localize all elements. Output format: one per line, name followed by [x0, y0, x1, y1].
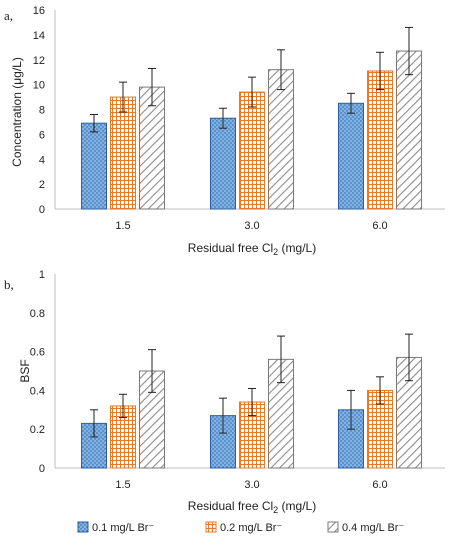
panel-b-x-tick-label: 6.0 [372, 479, 387, 491]
panel-b-bars [81, 333, 422, 469]
panel-a-label: a, [4, 8, 13, 23]
panel-b: b, 0 0.2 0.4 0.6 0.8 1 1.5 3.0 6.0 BSF Residual… [4, 269, 445, 515]
panel-b-x-tick-label: 1.5 [115, 479, 130, 491]
panel-b-y-tick-label: 1 [39, 269, 45, 281]
panel-a-x-axis-title: Residual free Cl2 (mg/L) [188, 241, 316, 257]
panel-a-y-axis-title: Concentration (μg/L) [10, 57, 24, 167]
panel-a-bar-series-3 [396, 50, 422, 210]
panel-b-y-tick-label: 0 [39, 463, 45, 475]
panel-b-y-tick-label: 0.4 [30, 385, 45, 397]
panel-a-y-tick-label: 16 [33, 5, 45, 17]
panel-a-bar-series-2 [239, 91, 265, 210]
panel-a-bar-series-3 [139, 86, 165, 210]
panel-a-y-tick-label: 8 [39, 105, 45, 117]
panel-a-y-tick-label: 14 [33, 30, 45, 42]
panel-a-x-tick-label: 3.0 [244, 220, 259, 232]
legend-swatch-series-2 [205, 521, 217, 533]
legend-label-series-2: 0.2 mg/L Br⁻ [220, 522, 282, 534]
panel-b-x-tick-label: 3.0 [244, 479, 259, 491]
panel-b-y-tick-label: 0.8 [30, 308, 45, 320]
panel-b-x-axis-title: Residual free Cl2 (mg/L) [188, 499, 316, 515]
panel-a-bars [81, 26, 422, 210]
legend-label-series-3: 0.4 mg/L Br⁻ [342, 522, 404, 534]
legend: 0.1 mg/L Br⁻ 0.2 mg/L Br⁻ 0.4 mg/L Br⁻ [77, 521, 404, 534]
panel-a-x-tick-label: 1.5 [115, 220, 130, 232]
panel-a-bar-series-2 [367, 70, 393, 210]
legend-swatch-series-3 [327, 521, 339, 533]
panel-a-y-ticks: 0 2 4 6 8 10 12 14 16 [33, 5, 45, 216]
panel-a-y-tick-label: 4 [39, 154, 45, 166]
panel-a-x-ticks: 1.5 3.0 6.0 [115, 220, 387, 232]
panel-b-y-axis-title: BSF [18, 359, 32, 382]
legend-swatch-series-1 [77, 521, 89, 533]
panel-a-y-tick-label: 2 [39, 179, 45, 191]
legend-label-series-1: 0.1 mg/L Br⁻ [92, 522, 154, 534]
panel-b-y-ticks: 0 0.2 0.4 0.6 0.8 1 [30, 269, 45, 475]
panel-a-bar-series-1 [81, 122, 107, 210]
panel-a-y-tick-label: 6 [39, 129, 45, 141]
panel-b-label: b, [4, 277, 14, 292]
panel-a-x-tick-label: 6.0 [372, 220, 387, 232]
panel-a-bar-series-3 [268, 69, 294, 210]
panel-b-y-tick-label: 0.6 [30, 347, 45, 359]
panel-a-y-tick-label: 12 [33, 55, 45, 67]
panel-a-y-tick-label: 0 [39, 204, 45, 216]
panel-a-y-tick-label: 10 [33, 80, 45, 92]
panel-a: a, 0 2 4 6 8 10 12 14 16 1.5 3.0 6.0 Concentration… [4, 5, 445, 257]
panel-b-x-ticks: 1.5 3.0 6.0 [115, 479, 387, 491]
panel-b-y-tick-label: 0.2 [30, 424, 45, 436]
panel-a-bar-series-2 [110, 96, 136, 210]
panel-a-bar-series-1 [210, 117, 236, 210]
panel-a-bar-series-1 [338, 102, 364, 210]
